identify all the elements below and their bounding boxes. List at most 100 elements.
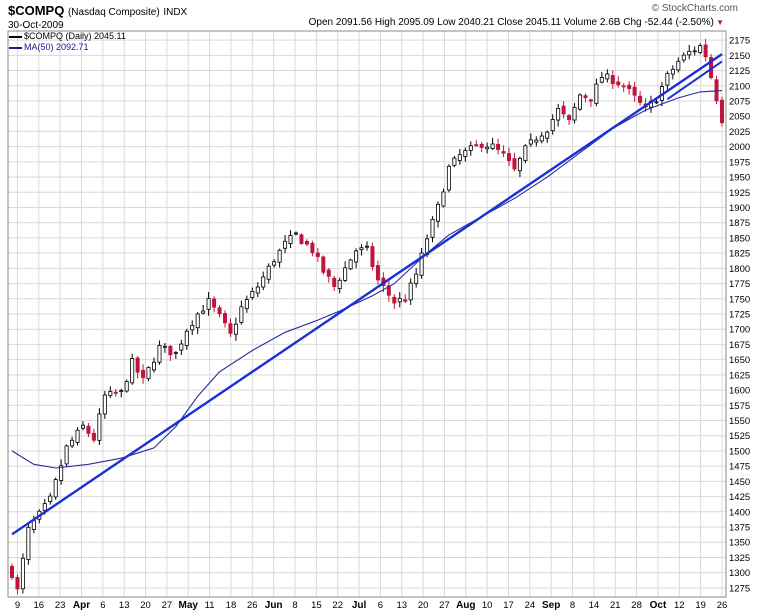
candle-body (665, 73, 670, 86)
candlesticks (9, 38, 725, 595)
candle-body (501, 151, 506, 154)
y-tick-label: 1325 (729, 553, 750, 564)
candle-body (75, 429, 80, 443)
y-tick-label: 1850 (729, 233, 750, 244)
y-tick-label: 1550 (729, 416, 750, 427)
candle-body (364, 245, 369, 248)
x-tick-label: 16 (34, 600, 45, 611)
y-tick-label: 2150 (729, 51, 750, 62)
x-tick-label: 8 (570, 600, 575, 611)
legend-swatch (9, 46, 22, 49)
stat-label: Chg (623, 17, 645, 28)
candle-body (479, 143, 484, 148)
candle-body (48, 495, 53, 503)
candle-body (59, 465, 64, 481)
stat-volume: Volume 2.6B (564, 17, 621, 28)
x-tick-label: 27 (439, 600, 450, 611)
candle-body (315, 252, 320, 257)
candle-body (572, 106, 577, 121)
y-tick-label: 1600 (729, 386, 750, 397)
candle-body (687, 50, 692, 56)
ohlc-stats: Open 2091.56 High 2095.09 Low 2040.21 Cl… (309, 17, 724, 28)
candle-body (86, 425, 91, 434)
candle-body (151, 361, 156, 371)
candle-body (272, 261, 277, 266)
candle-body (288, 235, 293, 244)
candle-body (70, 439, 75, 447)
candle-body (217, 307, 222, 315)
y-tick-label: 1800 (729, 264, 750, 275)
x-tick-label: 12 (674, 600, 685, 611)
candle-body (408, 282, 413, 301)
candle-body (348, 259, 353, 270)
candle-body (326, 269, 331, 277)
y-axis: 1275 1300 1325 1350 1375 1400 1425 1450 1475 1500… (729, 36, 750, 595)
candle-body (244, 299, 249, 309)
candle-body (304, 240, 309, 245)
x-tick-label: 26 (247, 600, 258, 611)
legend-text: $COMPQ (Daily) 2045.11 (24, 31, 126, 41)
y-tick-label: 1525 (729, 431, 750, 442)
candle-body (206, 298, 211, 310)
y-tick-label: 1375 (729, 523, 750, 534)
candle-body (550, 119, 555, 132)
candle-body (179, 343, 184, 351)
x-tick-label: 11 (205, 600, 215, 611)
candle-body (26, 526, 31, 560)
candle-body (720, 99, 725, 124)
stat-chg: Chg -52.44 (-2.50%) (623, 17, 714, 28)
down-triangle-icon: ▼ (713, 18, 724, 27)
candle-body (359, 247, 364, 250)
candle-body (261, 276, 266, 288)
chart-title: $COMPQ (Nasdaq Composite) INDX (8, 3, 187, 18)
candle-body (277, 249, 282, 263)
stat-open: Open 2091.56 (309, 17, 372, 28)
y-tick-label: 1950 (729, 173, 750, 184)
x-tick-label: 26 (717, 600, 728, 611)
y-tick-label: 1875 (729, 218, 750, 229)
candle-body (64, 445, 69, 465)
candle-body (534, 139, 539, 143)
candle-body (222, 313, 227, 324)
stat-value: 2045.11 (525, 17, 561, 28)
x-tick-label: 10 (482, 600, 493, 611)
stat-label: Open (308, 17, 336, 28)
x-tick-label: Sep (542, 600, 560, 611)
y-tick-label: 2175 (729, 36, 750, 47)
x-tick-label: 24 (525, 600, 536, 611)
symbol: $COMPQ (8, 3, 65, 18)
short-trendline (666, 60, 723, 100)
candle-body (512, 158, 517, 170)
y-tick-label: 1725 (729, 310, 750, 321)
candle-body (430, 218, 435, 238)
candle-body (556, 108, 561, 121)
candle-body (698, 45, 703, 53)
candle-body (441, 191, 446, 207)
candle-body (506, 153, 511, 162)
x-tick-label: 18 (226, 600, 237, 611)
candle-body (523, 145, 528, 162)
candle-body (485, 146, 490, 150)
y-tick-label: 2075 (729, 96, 750, 107)
x-tick-label: Apr (73, 600, 90, 611)
candle-body (283, 240, 288, 249)
candle-body (419, 252, 424, 276)
x-tick-label: 21 (610, 600, 621, 611)
candle-body (670, 68, 675, 75)
candle-body (201, 310, 206, 314)
candle-body (162, 345, 167, 348)
candle-body (321, 256, 326, 273)
x-tick-label: 13 (119, 600, 130, 611)
candle-body (561, 105, 566, 115)
stat-value: -52.44 (-2.50%) (644, 17, 714, 28)
exchange: INDX (163, 7, 188, 18)
y-tick-label: 1475 (729, 462, 750, 473)
candle-body (605, 73, 610, 80)
candle-body (15, 576, 20, 590)
x-tick-label: 17 (503, 600, 514, 611)
candle-body (397, 298, 402, 303)
candle-body (293, 232, 298, 235)
y-tick-label: 1750 (729, 294, 750, 305)
candle-body (190, 325, 195, 331)
candle-body (594, 83, 599, 104)
